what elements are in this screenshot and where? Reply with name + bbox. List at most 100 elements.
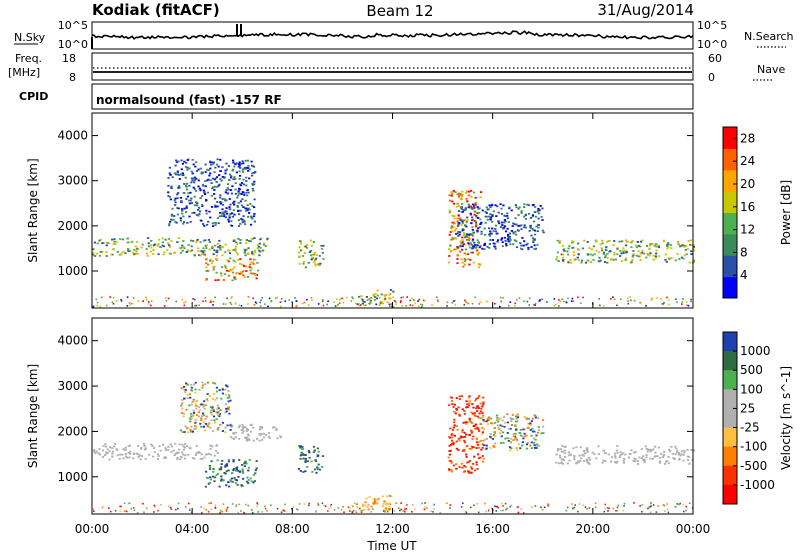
echo-cell [500, 300, 502, 303]
echo-cell [467, 206, 470, 209]
echo-cell [238, 187, 241, 190]
echo-cell [177, 451, 180, 454]
beam-label: Beam 12 [366, 2, 433, 20]
echo-cell [232, 432, 235, 434]
echo-cell [300, 454, 303, 456]
echo-cell [688, 462, 691, 465]
echo-cell [201, 415, 204, 418]
echo-cell [119, 505, 121, 508]
echo-cell [118, 453, 121, 456]
echo-cell [470, 195, 473, 198]
echo-cell [105, 445, 108, 448]
echo-cell [414, 302, 417, 305]
echo-cell [310, 258, 313, 261]
echo-cell [475, 441, 479, 444]
echo-cell [528, 229, 531, 232]
echo-cell [507, 221, 510, 223]
echo-cell [140, 246, 143, 249]
echo-cell [224, 388, 227, 391]
echo-cell [243, 167, 246, 170]
echo-cell [152, 244, 156, 247]
echo-cell [687, 304, 690, 307]
echo-cell [164, 297, 167, 299]
echo-cell [508, 206, 511, 209]
echo-cell [467, 242, 470, 245]
echo-cell [188, 202, 191, 205]
echo-cell [197, 179, 200, 182]
echo-cell [198, 187, 201, 190]
echo-cell [191, 212, 194, 214]
echo-cell [636, 460, 639, 462]
echo-cell [610, 456, 614, 458]
echo-cell [231, 268, 234, 271]
echo-cell [503, 225, 506, 228]
echo-cell [215, 418, 218, 421]
echo-cell [480, 221, 483, 224]
echo-cell [468, 239, 471, 242]
echo-cell [207, 511, 210, 513]
freq-label-1: Freq. [15, 52, 42, 65]
echo-cell [245, 428, 249, 430]
echo-cell [504, 421, 507, 424]
echo-cell [209, 259, 212, 262]
echo-cell [653, 244, 656, 247]
echo-cell [531, 227, 534, 230]
echo-cell [458, 233, 461, 236]
echo-cell [237, 426, 241, 429]
echo-cell [553, 298, 556, 300]
echo-cell [303, 503, 306, 505]
echo-cell [219, 170, 222, 172]
echo-cell [191, 158, 194, 161]
echo-cell [613, 298, 616, 301]
echo-cell [539, 205, 542, 207]
echo-cell [374, 293, 377, 295]
echo-cell [255, 274, 259, 276]
echo-cell [375, 297, 379, 300]
echo-cell [223, 472, 226, 474]
echo-cell [318, 468, 322, 471]
echo-cell [683, 451, 686, 454]
echo-cell [224, 426, 227, 429]
echo-cell [270, 300, 272, 303]
echo-cell [264, 434, 268, 436]
echo-cell [534, 215, 537, 218]
colorbar-tick-label: 20 [740, 177, 755, 191]
echo-cell [238, 192, 241, 195]
echo-cell [139, 454, 142, 457]
echo-cell [572, 254, 576, 257]
echo-cell [461, 429, 464, 431]
echo-cell [510, 447, 513, 450]
echo-cell [432, 503, 435, 506]
echo-cell [533, 447, 537, 449]
echo-cell [483, 420, 486, 423]
colorbar-tick-label: 24 [740, 154, 755, 168]
echo-cell [490, 507, 493, 510]
echo-cell [233, 266, 236, 269]
echo-cell [531, 204, 534, 207]
echo-cell [205, 300, 207, 302]
echo-cell [273, 426, 276, 429]
echo-cell [457, 210, 461, 212]
echo-cell [501, 224, 504, 226]
echo-cell [686, 449, 689, 451]
echo-cell [225, 484, 228, 487]
echo-cell [196, 238, 199, 241]
echo-cell [254, 251, 257, 253]
echo-cell [184, 443, 187, 445]
echo-cell [476, 443, 479, 446]
echo-cell [251, 205, 254, 207]
echo-cell [476, 217, 479, 219]
echo-cell [212, 161, 216, 164]
echo-cell [236, 483, 239, 486]
echo-cell [251, 182, 254, 185]
echo-cell [679, 502, 681, 505]
echo-cell [424, 502, 426, 504]
echo-cell [421, 306, 423, 308]
echo-cell [112, 303, 115, 305]
echo-cell [204, 429, 207, 432]
echo-cell [493, 242, 497, 245]
echo-cell [649, 457, 652, 460]
echo-cell [566, 506, 569, 509]
echo-cell [473, 455, 476, 458]
echo-cell [180, 246, 183, 249]
